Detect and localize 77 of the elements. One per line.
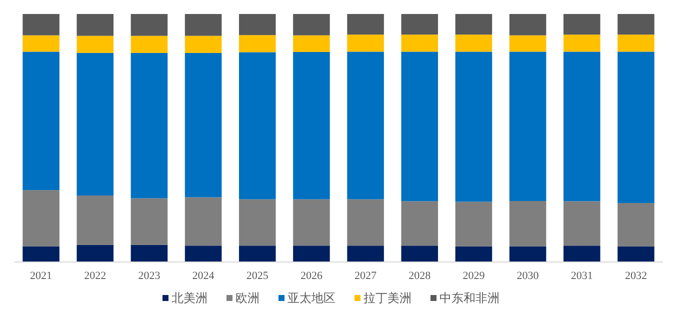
bar <box>563 246 600 262</box>
bar <box>22 246 60 262</box>
bar <box>455 52 492 202</box>
bar <box>238 35 276 52</box>
x-tick-label: 2027 <box>354 270 378 282</box>
x-tick-label: 2026 <box>300 270 323 282</box>
bar <box>184 197 222 246</box>
bar <box>347 34 384 52</box>
bar <box>618 52 654 203</box>
bar <box>22 52 60 190</box>
x-tick-label: 2028 <box>408 270 432 282</box>
x-tick-label: 2022 <box>84 270 106 282</box>
bar <box>401 201 438 246</box>
bar <box>618 34 654 52</box>
x-tick-label: 2024 <box>192 270 215 282</box>
bar <box>184 52 222 198</box>
bar <box>293 52 330 200</box>
x-tick-label: 2023 <box>138 270 161 282</box>
bar <box>347 199 384 246</box>
bar <box>22 190 60 246</box>
bar <box>347 52 384 200</box>
bar <box>618 202 654 246</box>
bar <box>563 34 600 52</box>
bar <box>22 14 60 36</box>
bar <box>130 244 168 262</box>
bar <box>22 35 60 52</box>
legend-label: 中东和非洲 <box>440 291 500 305</box>
bar <box>184 14 222 36</box>
bar <box>455 34 492 52</box>
bar <box>238 199 276 246</box>
legend-label: 欧洲 <box>236 291 260 305</box>
bar <box>618 14 654 35</box>
bar <box>401 14 438 35</box>
bar <box>455 14 492 35</box>
bar <box>184 36 222 53</box>
bar <box>509 200 546 246</box>
bar <box>618 246 654 262</box>
bar <box>509 52 546 201</box>
bar <box>293 199 330 246</box>
bar <box>238 14 276 36</box>
x-tick-label: 2021 <box>30 270 52 282</box>
bar <box>563 201 600 246</box>
bar <box>401 246 438 262</box>
bar <box>184 246 222 262</box>
bar <box>293 14 330 36</box>
bar <box>509 246 546 262</box>
bar <box>238 52 276 200</box>
bar <box>509 35 546 52</box>
legend-label: 北美洲 <box>172 291 208 305</box>
bar <box>76 14 114 36</box>
x-tick-label: 2025 <box>246 270 269 282</box>
x-tick-label: 2032 <box>624 270 647 282</box>
bar <box>563 14 600 35</box>
bar <box>401 34 438 52</box>
bar <box>130 36 168 53</box>
bar <box>563 52 600 202</box>
bar <box>130 198 168 245</box>
x-tick-label: 2031 <box>570 270 593 282</box>
bar <box>347 14 384 35</box>
bar <box>76 52 114 196</box>
bar <box>455 202 492 246</box>
bar <box>347 246 384 262</box>
bar <box>401 52 438 202</box>
legend-label: 亚太地区 <box>288 291 336 305</box>
legend-label: 拉丁美洲 <box>364 291 412 305</box>
bar <box>76 244 114 262</box>
bar <box>509 14 546 36</box>
x-tick-label: 2029 <box>462 270 486 282</box>
x-tick-label: 2030 <box>516 270 540 282</box>
bar <box>455 246 492 262</box>
bar <box>76 36 114 53</box>
bar <box>293 35 330 52</box>
bar <box>130 14 168 36</box>
bar <box>293 246 330 262</box>
bar <box>130 52 168 198</box>
bar <box>76 196 114 245</box>
bar <box>238 246 276 262</box>
